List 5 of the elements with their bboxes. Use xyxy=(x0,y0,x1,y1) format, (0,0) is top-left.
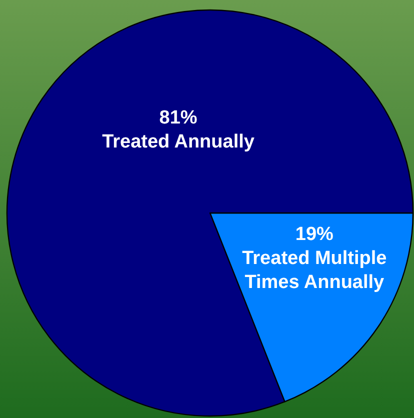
pie-slice xyxy=(6,10,414,417)
data-label: 81% xyxy=(159,107,198,128)
data-label: 19% xyxy=(295,223,334,244)
slice-label: Treated Annually xyxy=(102,131,255,152)
slice-label: Treated Multiple Times Annually xyxy=(242,247,387,292)
